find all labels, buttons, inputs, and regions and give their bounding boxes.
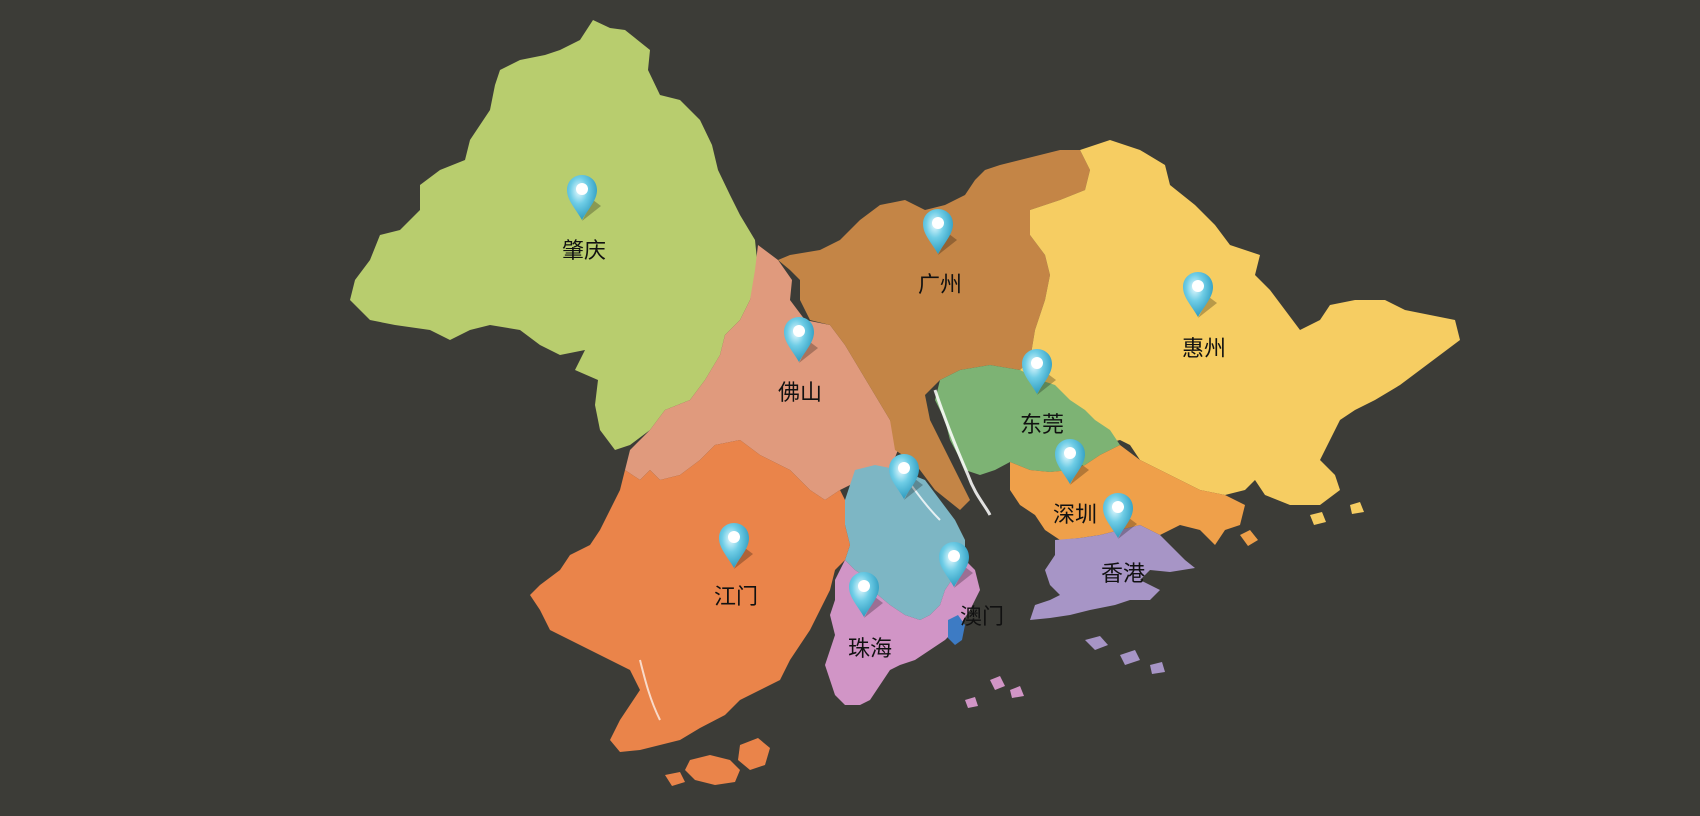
island-zh-2 [1010, 686, 1024, 698]
island-sz-1 [1240, 530, 1258, 546]
city-label-hongkong: 香港 [1100, 562, 1146, 587]
map-pin-icon[interactable] [1020, 348, 1056, 396]
city-label-guangzhou: 广州 [917, 273, 963, 298]
city-label-jiangmen: 江门 [713, 585, 759, 610]
map-pin-icon[interactable] [887, 453, 923, 501]
map-pin-icon[interactable] [847, 571, 883, 619]
river-pearl [933, 389, 992, 516]
map-pin-icon[interactable] [937, 541, 973, 589]
city-label-huizhou: 惠州 [1181, 337, 1227, 362]
island-jiangmen-3 [665, 772, 685, 786]
island-hz-2 [1350, 502, 1364, 514]
city-label-zhaoqing: 肇庆 [561, 239, 607, 264]
region-jiangmen[interactable] [530, 440, 850, 752]
island-hz-1 [1310, 512, 1326, 525]
region-macau[interactable] [948, 615, 965, 645]
region-guangzhou[interactable] [778, 150, 1090, 510]
map-pin-icon[interactable] [565, 174, 601, 222]
river-jiangmen [639, 659, 661, 721]
city-label-dongguan: 东莞 [1019, 413, 1065, 438]
region-foshan[interactable] [625, 245, 900, 500]
island-zh-3 [965, 697, 978, 708]
region-zhaoqing[interactable] [350, 20, 758, 450]
island-jiangmen-2 [738, 738, 770, 770]
island-hk-2 [1120, 650, 1140, 665]
island-zh-1 [990, 676, 1005, 690]
island-hk-1 [1085, 636, 1108, 650]
island-jiangmen-1 [685, 755, 740, 785]
region-hongkong[interactable] [1030, 525, 1195, 620]
map-pin-icon[interactable] [1101, 492, 1137, 540]
map-pin-icon[interactable] [921, 208, 957, 256]
city-label-macau: 澳门 [959, 605, 1005, 630]
map-pin-icon[interactable] [1053, 438, 1089, 486]
map-pin-icon[interactable] [782, 316, 818, 364]
map-pin-icon[interactable] [717, 522, 753, 570]
region-shenzhen[interactable] [1010, 445, 1245, 545]
city-label-foshan: 佛山 [777, 381, 823, 406]
island-hk-3 [1150, 662, 1165, 674]
city-label-zhuhai: 珠海 [847, 637, 893, 662]
map-pin-icon[interactable] [1181, 271, 1217, 319]
city-label-shenzhen: 深圳 [1052, 503, 1098, 528]
region-huizhou[interactable] [1020, 140, 1460, 505]
